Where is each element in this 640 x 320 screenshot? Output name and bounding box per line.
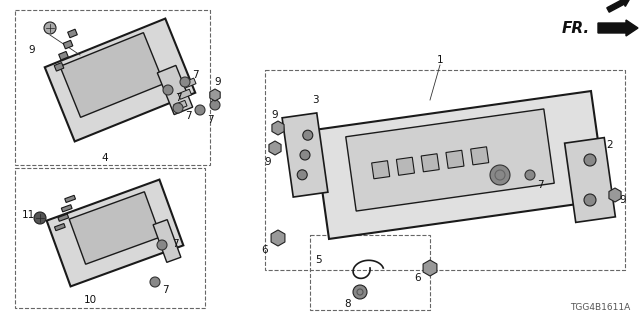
- Circle shape: [303, 130, 313, 140]
- Polygon shape: [178, 89, 191, 99]
- Circle shape: [173, 103, 183, 113]
- Text: 5: 5: [315, 255, 321, 265]
- Circle shape: [44, 22, 56, 34]
- Text: 7: 7: [207, 115, 213, 125]
- Text: 9: 9: [29, 45, 35, 55]
- Polygon shape: [58, 214, 68, 221]
- Polygon shape: [269, 141, 281, 155]
- Text: 6: 6: [415, 273, 421, 283]
- Polygon shape: [60, 33, 164, 117]
- Polygon shape: [564, 138, 616, 222]
- Polygon shape: [271, 230, 285, 246]
- Text: 7: 7: [175, 93, 181, 103]
- Circle shape: [525, 170, 535, 180]
- Text: 8: 8: [345, 299, 351, 309]
- Circle shape: [300, 150, 310, 160]
- Polygon shape: [396, 157, 415, 175]
- Polygon shape: [372, 161, 390, 179]
- Polygon shape: [54, 62, 64, 71]
- Circle shape: [163, 85, 173, 95]
- Circle shape: [357, 289, 363, 295]
- Polygon shape: [65, 195, 76, 203]
- Polygon shape: [68, 29, 77, 38]
- Polygon shape: [210, 89, 220, 101]
- Circle shape: [180, 77, 190, 87]
- Polygon shape: [272, 121, 284, 135]
- FancyArrow shape: [598, 20, 638, 36]
- Polygon shape: [69, 192, 161, 264]
- FancyArrow shape: [607, 0, 630, 12]
- Polygon shape: [423, 260, 437, 276]
- Text: 10: 10: [83, 295, 97, 305]
- Circle shape: [157, 240, 167, 250]
- Text: 7: 7: [537, 180, 543, 190]
- Polygon shape: [314, 91, 606, 239]
- Polygon shape: [61, 205, 72, 212]
- Text: 9: 9: [265, 157, 271, 167]
- Circle shape: [490, 165, 510, 185]
- Text: 7: 7: [172, 239, 179, 249]
- Circle shape: [210, 100, 220, 110]
- Text: 2: 2: [607, 140, 613, 150]
- Polygon shape: [54, 223, 65, 231]
- Circle shape: [584, 194, 596, 206]
- Text: 7: 7: [192, 70, 198, 80]
- Text: 7: 7: [162, 285, 168, 295]
- Polygon shape: [282, 113, 328, 197]
- Circle shape: [353, 285, 367, 299]
- Text: TGG4B1611A: TGG4B1611A: [570, 303, 630, 312]
- Circle shape: [34, 212, 46, 224]
- Polygon shape: [63, 40, 73, 49]
- Polygon shape: [182, 78, 196, 88]
- Text: 6: 6: [262, 245, 268, 255]
- Polygon shape: [59, 52, 68, 60]
- Text: 9: 9: [272, 110, 278, 120]
- Polygon shape: [173, 100, 187, 110]
- Text: 1: 1: [436, 55, 444, 65]
- Polygon shape: [609, 188, 621, 202]
- Polygon shape: [153, 220, 181, 262]
- Polygon shape: [157, 65, 193, 115]
- Text: 4: 4: [102, 153, 108, 163]
- Text: 9: 9: [214, 77, 221, 87]
- Circle shape: [495, 170, 505, 180]
- Text: 3: 3: [312, 95, 318, 105]
- Polygon shape: [47, 180, 183, 286]
- Text: 7: 7: [185, 111, 191, 121]
- Text: 9: 9: [620, 195, 627, 205]
- Circle shape: [297, 170, 307, 180]
- Polygon shape: [470, 147, 489, 165]
- Circle shape: [195, 105, 205, 115]
- Circle shape: [150, 277, 160, 287]
- Polygon shape: [421, 154, 439, 172]
- Text: FR.: FR.: [562, 20, 590, 36]
- Polygon shape: [446, 150, 464, 168]
- Polygon shape: [346, 109, 554, 211]
- Polygon shape: [45, 19, 195, 141]
- Text: 11: 11: [21, 210, 35, 220]
- Circle shape: [584, 154, 596, 166]
